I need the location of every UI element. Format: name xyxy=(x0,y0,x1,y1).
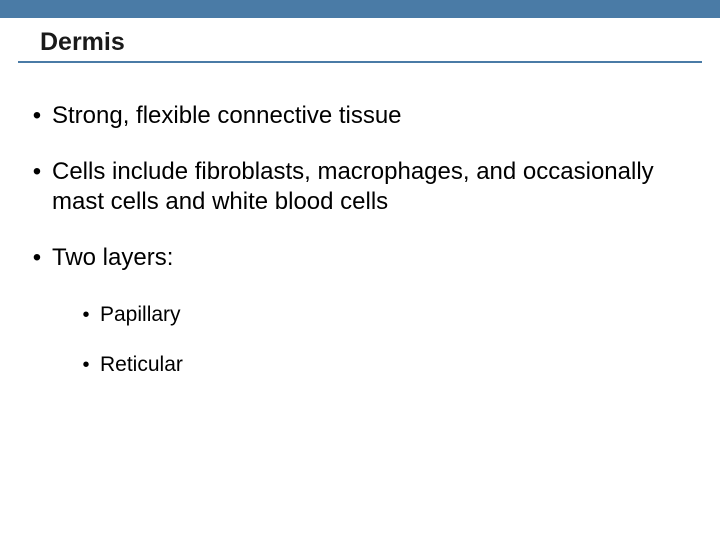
title-area: Dermis xyxy=(18,18,702,63)
bullet-dot-icon: • xyxy=(30,243,44,273)
bullet-item: • Two layers: xyxy=(30,243,690,273)
sub-bullet-item: • Reticular xyxy=(80,351,690,379)
sub-bullet-text: Papillary xyxy=(100,301,181,329)
bullet-item: • Strong, flexible connective tissue xyxy=(30,101,690,131)
bullet-text: Two layers: xyxy=(52,243,173,273)
bullet-text: Cells include fibroblasts, macrophages, … xyxy=(52,157,690,217)
sub-bullet-text: Reticular xyxy=(100,351,183,379)
bullet-text: Strong, flexible connective tissue xyxy=(52,101,402,131)
bullet-dot-icon: • xyxy=(30,101,44,131)
bullet-dot-icon: • xyxy=(80,351,92,379)
bullet-dot-icon: • xyxy=(30,157,44,187)
bullet-dot-icon: • xyxy=(80,301,92,329)
header-bar xyxy=(0,0,720,18)
sub-bullet-list: • Papillary • Reticular xyxy=(30,299,690,379)
bullet-item: • Cells include fibroblasts, macrophages… xyxy=(30,157,690,217)
sub-bullet-item: • Papillary xyxy=(80,301,690,329)
content-area: • Strong, flexible connective tissue • C… xyxy=(0,63,720,379)
slide-title: Dermis xyxy=(40,28,680,57)
